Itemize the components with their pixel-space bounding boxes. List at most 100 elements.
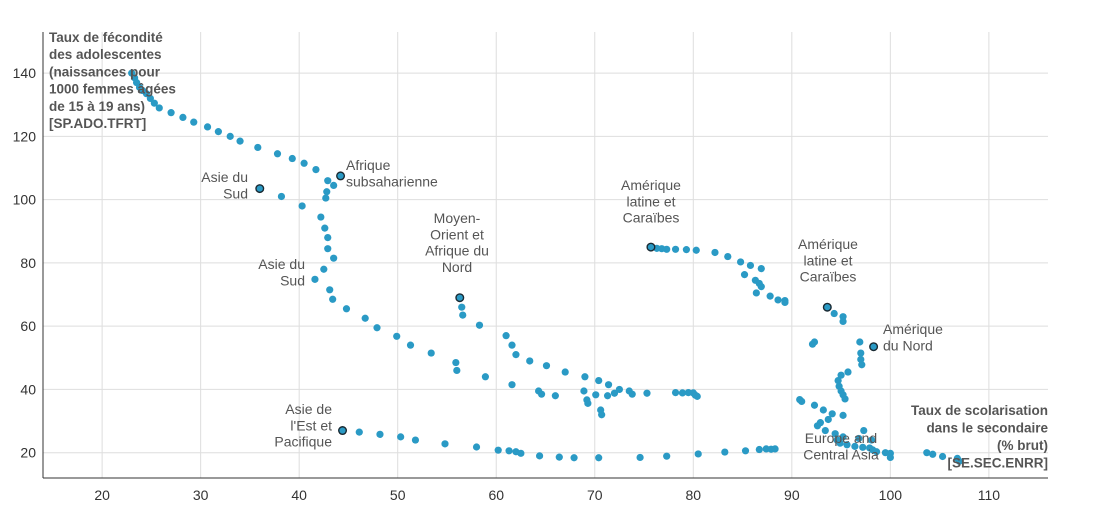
data-point [330,181,338,190]
data-point [694,450,702,458]
data-point [938,452,947,461]
data-point [830,309,838,318]
data-point [810,401,819,409]
asie-du-sud-label-1: Asie du Sud [201,169,248,201]
x-tick-label: 110 [978,487,1001,503]
axes: 20 30 40 50 60 70 80 90 100 110 20 40 60 80 100 120 140 [13,32,1048,503]
north-america-label: Amérique du Nord [883,321,943,353]
latam-label-1: Amérique latine et Caraïbes [621,177,681,226]
data-point [167,109,175,117]
data-point [757,265,765,273]
x-tick-label: 30 [193,487,209,503]
x-axis-title: Taux de scolarisation dans le secondaire(… [911,403,1049,471]
data-point [393,332,401,340]
data-point [736,258,745,266]
data-point [821,426,829,435]
data-point [857,349,865,357]
data-point [203,123,212,131]
data-point [636,453,644,462]
highlight-point [455,293,465,303]
data-point [236,137,244,145]
y-tick-label: 120 [13,128,37,144]
data-point [505,447,513,455]
data-point [603,392,612,400]
data-point [459,311,467,319]
highlight-point [336,171,346,181]
data-point [746,261,755,270]
y-tick-label: 80 [20,255,36,271]
data-point [828,410,836,418]
data-point [324,245,332,253]
highlight-point [646,242,656,252]
data-point [179,113,187,122]
data-point [678,389,687,397]
data-point [494,446,502,454]
data-point [615,385,623,394]
data-point [254,143,262,152]
data-point [836,439,844,447]
data-point [342,305,351,313]
data-point [831,430,839,438]
data-point [324,177,332,185]
x-tick-label: 70 [587,487,603,503]
data-point [321,224,329,232]
highlight-point [822,302,832,312]
data-point [555,453,563,461]
data-point [326,286,334,294]
data-point [508,381,516,389]
europe-label: Europe and Central Asia [803,430,879,462]
data-point [580,387,588,395]
data-point [740,271,749,279]
data-point [859,443,867,451]
data-point [142,90,151,98]
data-point [610,389,619,397]
data-point [595,454,603,462]
data-point [298,202,306,210]
data-point [834,376,842,385]
data-point [755,445,763,454]
data-point [724,252,732,261]
y-tick-label: 20 [20,445,36,461]
data-point [551,392,559,400]
x-tick-label: 100 [879,487,903,503]
highlight-point [338,426,348,436]
data-point [923,449,931,457]
data-point [868,436,876,444]
data-point [441,440,449,448]
data-point [857,355,865,363]
data-point [839,411,847,419]
data-points [128,69,963,465]
data-point [692,246,700,254]
data-point [324,234,332,242]
data-point [663,452,671,460]
data-point [277,192,286,201]
data-point [643,389,651,397]
data-point [406,341,415,349]
x-tick-label: 20 [94,487,110,503]
data-point [481,373,489,381]
x-tick-label: 40 [291,487,307,503]
data-point [427,349,435,357]
data-point [872,448,881,456]
data-point [226,132,234,140]
data-point [581,373,589,381]
data-point [570,454,578,462]
data-point [625,387,633,395]
data-point [323,188,331,196]
data-point [693,392,701,400]
data-point [839,317,847,326]
x-tick-label: 50 [390,487,406,503]
data-point [311,275,319,283]
highlight-point [869,342,879,352]
data-point [752,289,760,297]
data-point [361,314,369,322]
data-point [855,434,863,443]
data-point [475,321,484,329]
data-point [682,246,690,254]
data-point [542,362,551,370]
data-point [824,415,832,424]
data-point [766,292,774,300]
x-tick-label: 80 [686,487,702,503]
data-point [453,366,461,375]
